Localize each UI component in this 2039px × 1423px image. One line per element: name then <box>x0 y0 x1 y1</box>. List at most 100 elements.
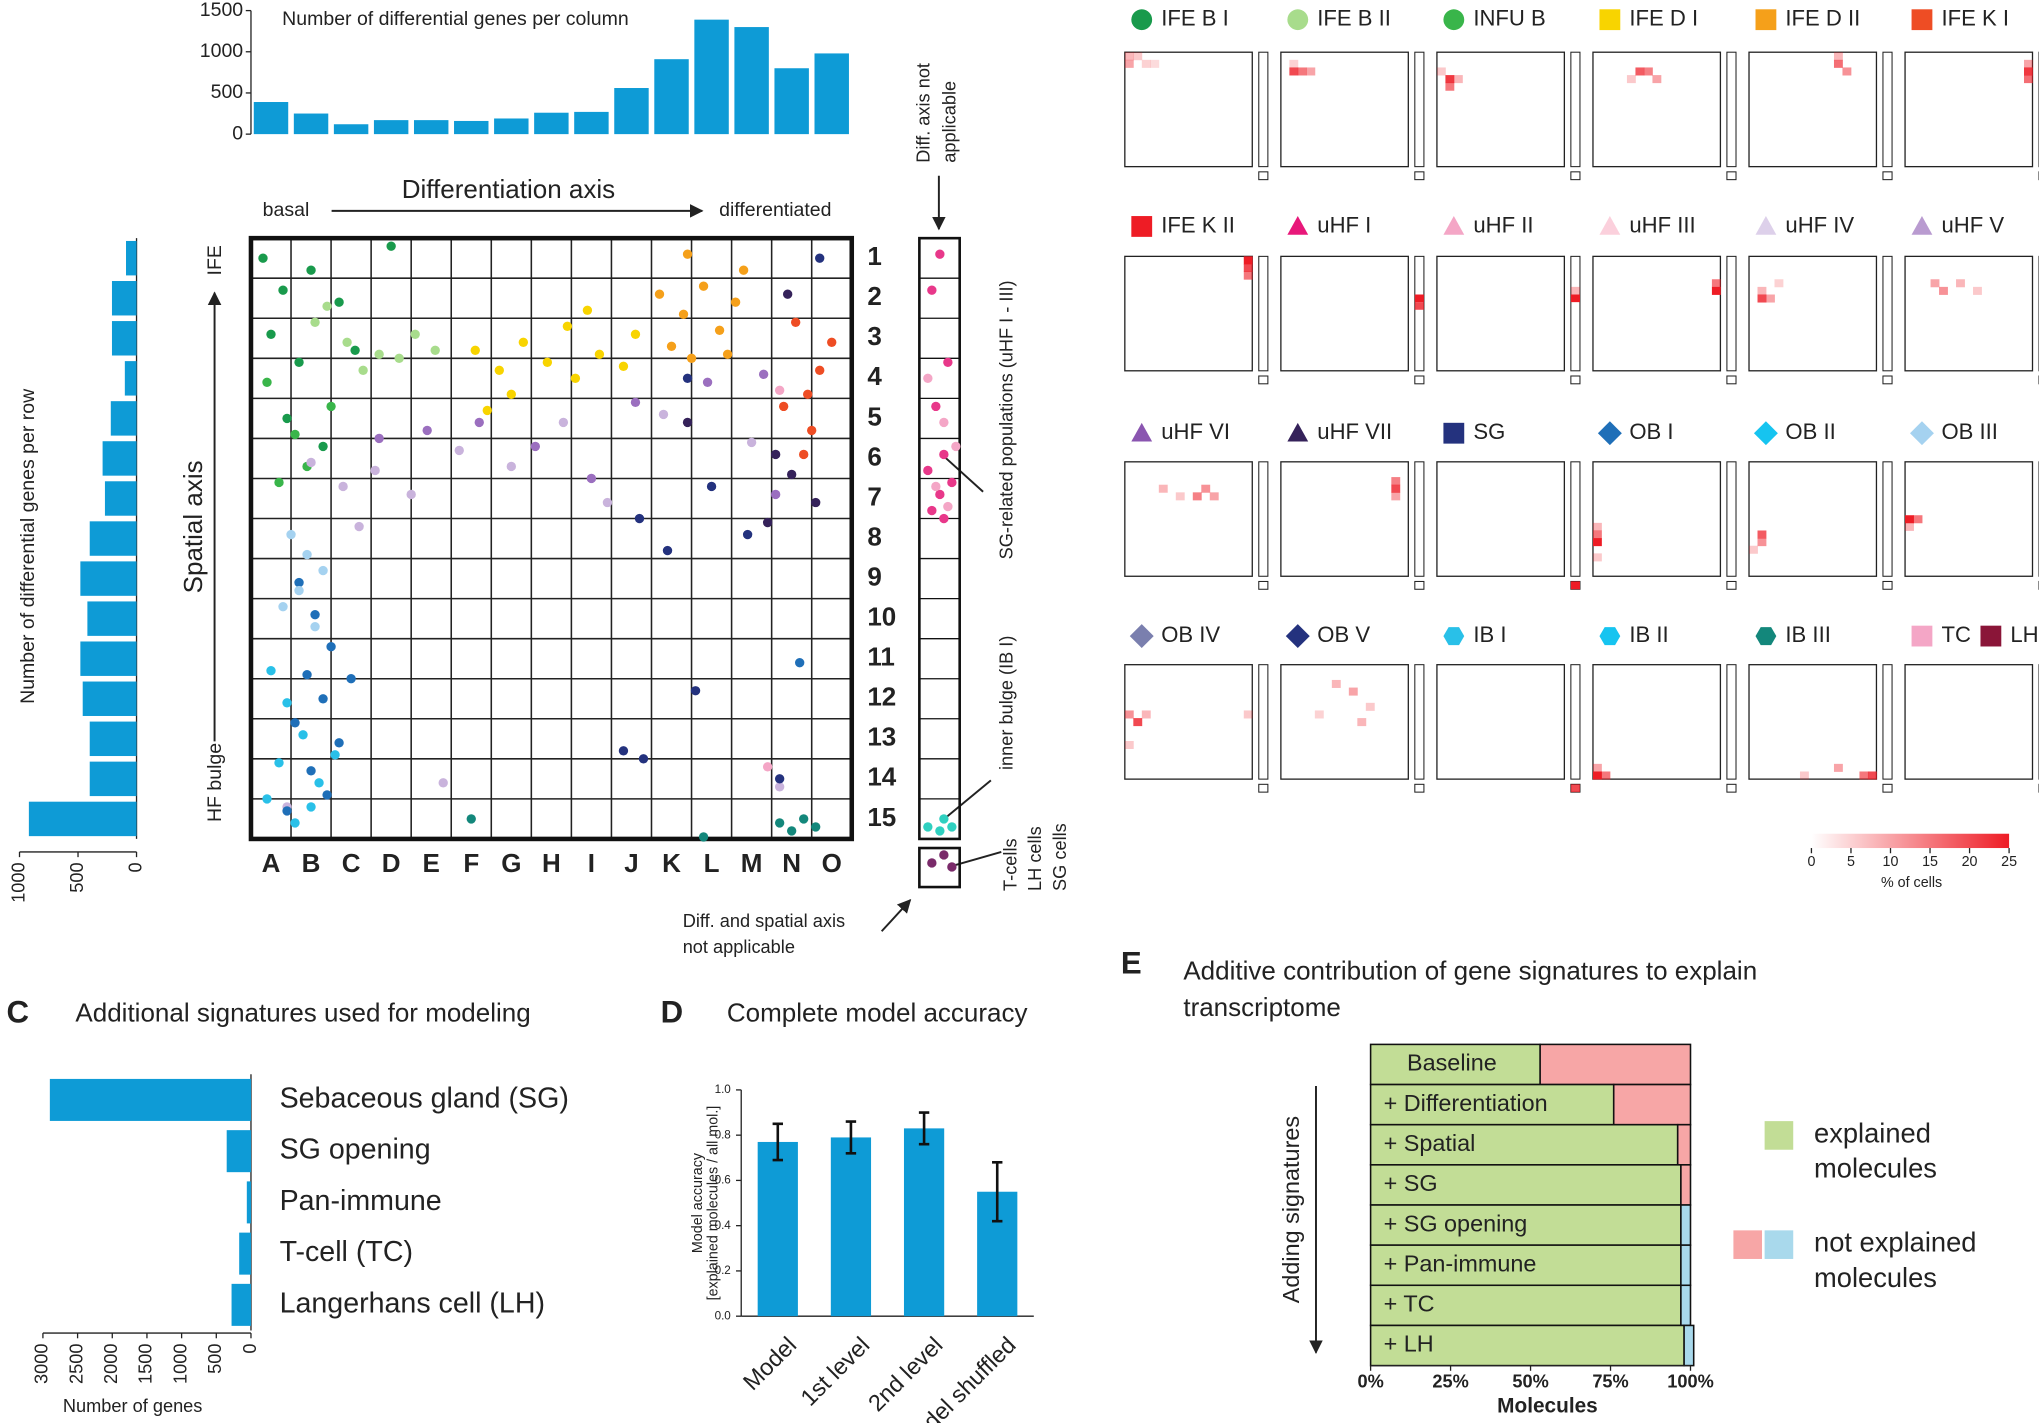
heatmap-frame <box>1280 255 1409 372</box>
heatmap-frame <box>1748 461 1878 577</box>
legend-marker <box>1287 216 1309 235</box>
error-bar <box>992 1161 1003 1223</box>
y-tick-label: 9 <box>867 561 881 591</box>
side-column <box>918 236 961 841</box>
data-point <box>803 389 813 400</box>
heatmap-cell <box>1124 740 1134 749</box>
y-tick-label: 10 <box>867 602 896 632</box>
data-point <box>290 429 300 440</box>
data-point <box>310 317 320 327</box>
legend-marker <box>1911 216 1933 235</box>
colorbar-label: % of cells <box>1881 875 1942 891</box>
data-point <box>698 832 709 842</box>
data-point <box>666 341 677 351</box>
data-point <box>290 818 300 828</box>
bar <box>774 68 809 135</box>
population-label: LH <box>2010 622 2038 647</box>
population-label: OB I <box>1629 419 1673 444</box>
heatmap-frame <box>1592 664 1722 780</box>
category-label: + Pan-immune <box>1384 1250 1537 1276</box>
data-point <box>306 265 316 275</box>
bar <box>239 1232 251 1275</box>
x-tick-label: 0% <box>1357 1371 1383 1391</box>
data-point <box>943 501 953 512</box>
data-point <box>947 822 957 832</box>
heatmap-cell <box>1365 702 1375 711</box>
data-point <box>294 357 304 368</box>
data-point <box>690 686 701 696</box>
side-extra <box>1882 580 1893 590</box>
x-tick-label: F <box>463 848 479 878</box>
heatmap-frame <box>1124 664 1253 780</box>
x-tick-label: 0 <box>125 862 145 872</box>
heatmap-cell <box>2024 75 2033 84</box>
data-point <box>630 397 641 408</box>
data-point <box>939 417 949 428</box>
side-frame <box>1570 461 1581 577</box>
annotation: Diff. and spatial axis <box>683 911 845 931</box>
bar-segment <box>1680 1284 1692 1327</box>
panel-letter: E <box>1121 945 1142 980</box>
heatmap-cell <box>1757 530 1767 539</box>
chart-title: transcriptome <box>1183 992 1340 1022</box>
category-label: + SG opening <box>1384 1210 1528 1236</box>
side-frame <box>1414 664 1425 780</box>
chart-title: Additional signatures used for modeling <box>75 997 530 1027</box>
population-label: OB V <box>1317 622 1370 647</box>
data-point <box>939 513 949 524</box>
y-tick-label: Langerhans cell (LH) <box>280 1287 545 1319</box>
y-tick-label: 1000 <box>200 40 244 62</box>
data-point <box>570 373 581 384</box>
x-tick-label: 75% <box>1592 1371 1628 1391</box>
data-point <box>714 325 725 335</box>
y-tick-label: 7 <box>867 481 881 511</box>
population-label: uHF VII <box>1317 419 1392 444</box>
bar <box>814 53 849 135</box>
side-frame <box>1726 255 1737 372</box>
heatmap-cell <box>1192 492 1202 501</box>
data-point <box>262 377 272 388</box>
side-extra <box>1726 375 1737 385</box>
data-point <box>274 477 284 488</box>
data-point <box>318 694 328 704</box>
heatmap-cell <box>1833 52 1843 61</box>
data-point <box>947 862 957 872</box>
chart-title: Complete model accuracy <box>727 997 1028 1027</box>
heatmap-frame <box>1904 461 2034 577</box>
heatmap-cell <box>1124 710 1134 719</box>
bar <box>104 481 137 516</box>
population-label: uHF III <box>1629 212 1695 237</box>
bar <box>574 111 609 135</box>
data-point <box>634 513 645 524</box>
data-point <box>786 826 797 836</box>
colorbar-tick-label: 5 <box>1847 854 1855 870</box>
data-point <box>506 461 516 472</box>
annotation: LH cells <box>1025 826 1045 891</box>
heatmap-frame <box>1436 461 1566 577</box>
annotation: not applicable <box>683 937 795 957</box>
data-point <box>770 449 781 460</box>
bar <box>333 124 369 135</box>
heatmap-cell <box>1243 271 1253 280</box>
arrows <box>207 175 1323 1354</box>
bar-segment <box>1680 1244 1692 1287</box>
x-axis-label: Number of genes <box>63 1396 203 1416</box>
data-point <box>258 253 268 263</box>
population-label: TC <box>1941 622 1970 647</box>
data-point <box>762 517 773 528</box>
bar <box>124 361 137 396</box>
data-point <box>939 449 949 460</box>
data-point <box>298 730 308 740</box>
bar-segment <box>1612 1083 1692 1126</box>
bar <box>89 521 137 556</box>
bar <box>373 120 409 135</box>
legend-marker <box>1129 624 1154 649</box>
data-point <box>638 754 649 764</box>
heatmap-cell <box>1601 771 1611 780</box>
bar-segment <box>1680 1164 1692 1206</box>
legend-marker <box>1131 9 1153 31</box>
heatmap-cell <box>1314 710 1324 719</box>
bar <box>231 1283 251 1326</box>
data-point <box>778 401 789 412</box>
